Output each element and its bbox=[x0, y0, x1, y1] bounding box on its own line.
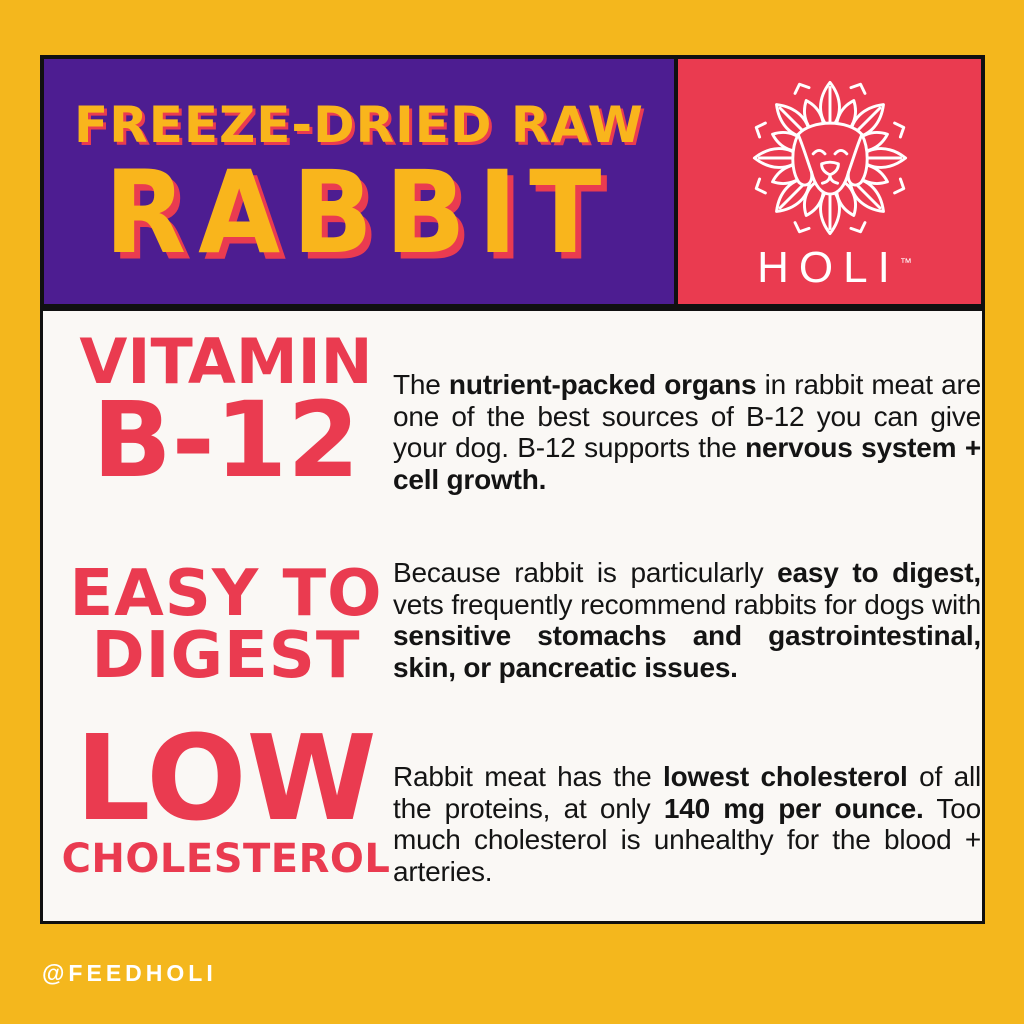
heading-line: VITAMIN bbox=[79, 325, 373, 398]
brand-name: HOLI™ bbox=[747, 242, 912, 292]
section-paragraph-low-cholesterol: Rabbit meat has the lowest cholesterol o… bbox=[393, 761, 981, 887]
dog-face bbox=[790, 121, 869, 196]
heading-line: DIGEST bbox=[91, 619, 361, 694]
section-heading-easy-to-digest: EASY TO DIGEST bbox=[59, 557, 393, 694]
heading-line: CHOLESTEROL bbox=[61, 835, 391, 882]
section-heading-low-cholesterol: LOW CHOLESTEROL bbox=[59, 709, 393, 882]
brand-logo-tile: HOLI™ bbox=[674, 59, 981, 304]
banner-title: RABBIT bbox=[104, 145, 614, 279]
holi-mandala-dog-icon bbox=[752, 80, 907, 235]
section-heading-vitamin-b12: VITAMIN B-12 bbox=[59, 325, 393, 501]
product-banner: FREEZE-DRIED RAW RABBIT bbox=[40, 55, 985, 308]
section-paragraph-vitamin-b12: The nutrient-packed organs in rabbit mea… bbox=[393, 369, 981, 495]
banner-subtitle: FREEZE-DRIED RAW bbox=[74, 95, 644, 154]
trademark-symbol: ™ bbox=[899, 254, 912, 269]
section-paragraph-easy-to-digest: Because rabbit is particularly easy to d… bbox=[393, 557, 981, 683]
heading-line: LOW bbox=[75, 709, 377, 847]
heading-line: EASY TO bbox=[69, 557, 383, 631]
instagram-handle: @FEEDHOLI bbox=[42, 960, 217, 986]
heading-line: B-12 bbox=[92, 379, 360, 501]
info-panel: VITAMIN B-12 The nutrient-packed organs … bbox=[40, 308, 985, 924]
banner-title-block: FREEZE-DRIED RAW RABBIT bbox=[44, 59, 674, 304]
brand-name-text: HOLI bbox=[757, 242, 900, 292]
